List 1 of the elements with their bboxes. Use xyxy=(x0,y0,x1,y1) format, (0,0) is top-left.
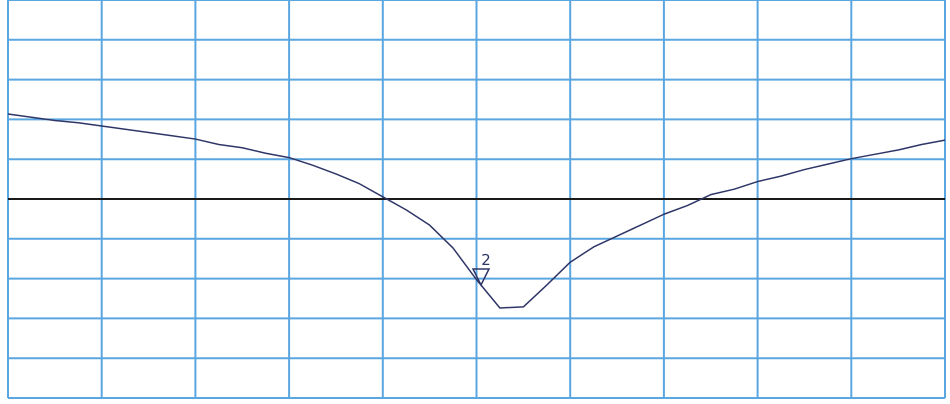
annotation: 2 xyxy=(481,251,491,269)
